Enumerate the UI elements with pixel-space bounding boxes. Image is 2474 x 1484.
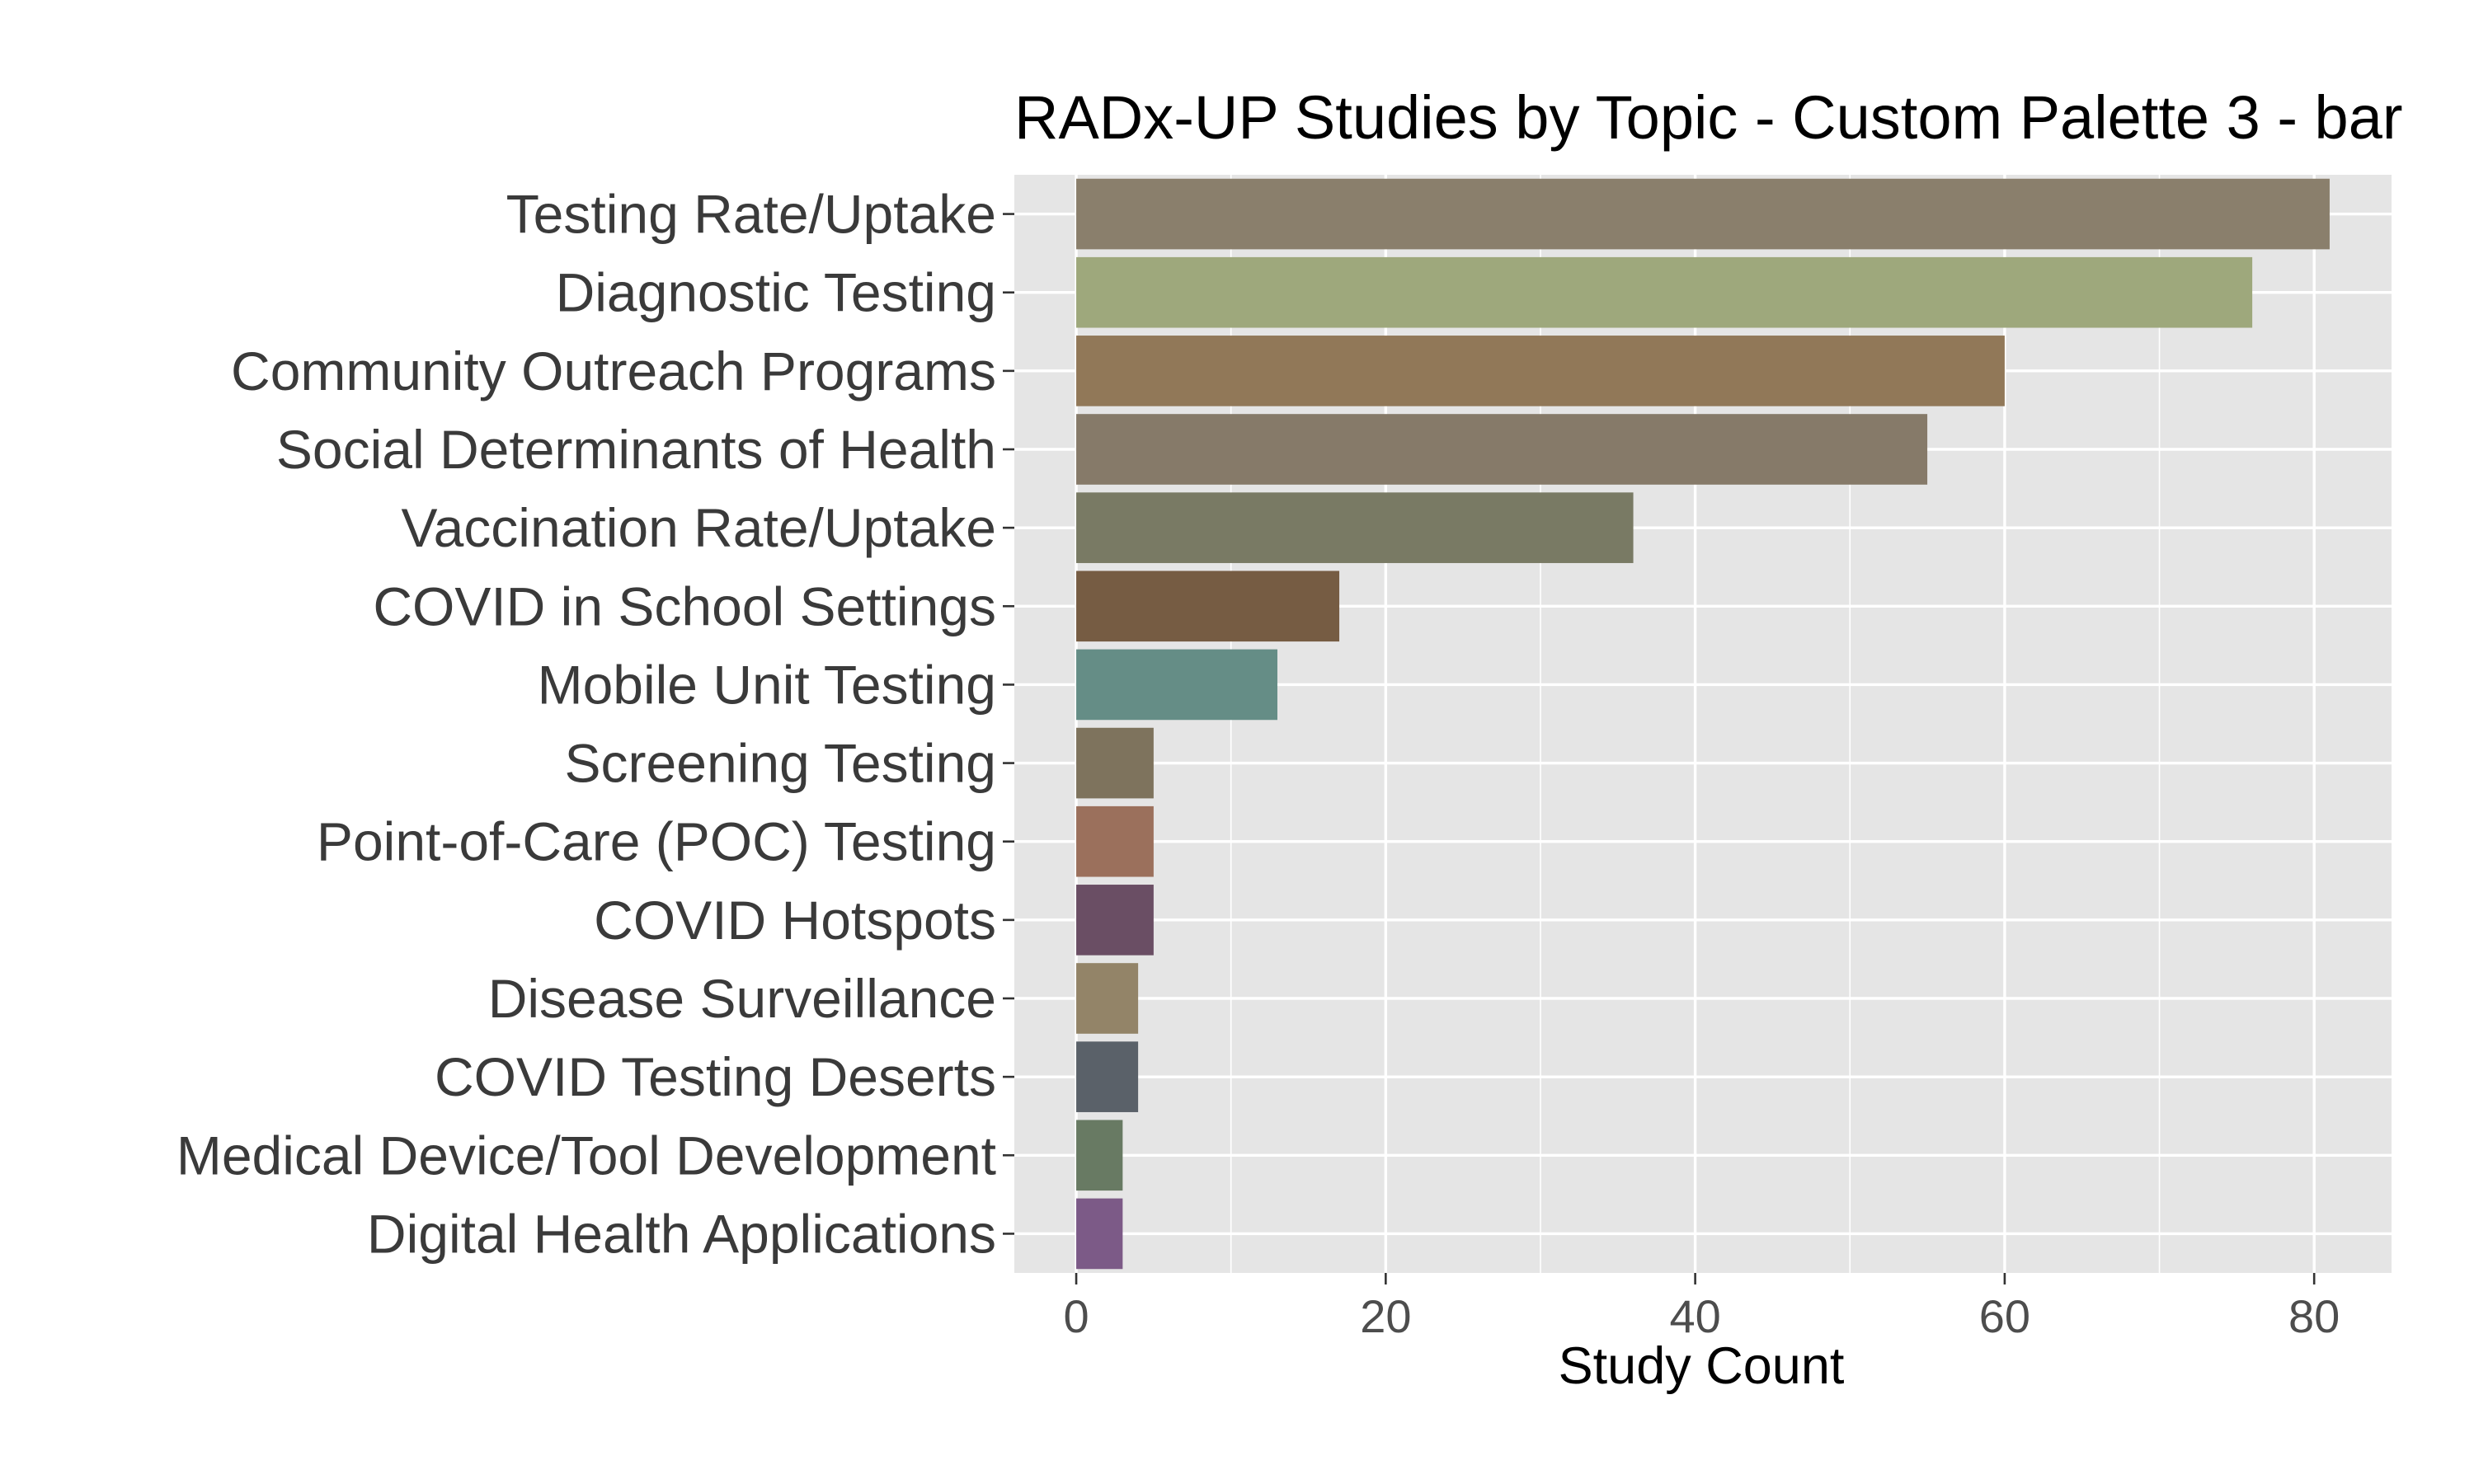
y-tick-label: Mobile Unit Testing — [538, 654, 996, 715]
y-axis: Testing Rate/Uptake Diagnostic Testing Com… — [176, 184, 1014, 1264]
chart-title: RADx-UP Studies by Topic - Custom Palett… — [1014, 83, 2403, 152]
x-tick-label: 20 — [1360, 1290, 1411, 1342]
x-tick-label: 80 — [2288, 1290, 2340, 1342]
bar — [1076, 963, 1139, 1034]
bar — [1076, 1120, 1123, 1191]
bar — [1076, 1198, 1123, 1270]
x-tick-label: 0 — [1063, 1290, 1089, 1342]
bar — [1076, 178, 2330, 250]
y-tick-label: Diagnostic Testing — [556, 262, 996, 323]
bar — [1076, 649, 1277, 721]
y-tick-label: COVID in School Settings — [373, 575, 996, 636]
bar — [1076, 336, 2005, 406]
y-tick-label: Medical Device/Tool Development — [176, 1125, 996, 1186]
y-tick-label: Testing Rate/Uptake — [506, 184, 996, 245]
bar — [1076, 256, 2253, 328]
y-tick-label: COVID Testing Deserts — [435, 1046, 996, 1107]
y-tick-label: Digital Health Applications — [367, 1203, 996, 1264]
y-tick-label: Point-of-Care (POC) Testing — [317, 811, 996, 872]
y-tick-label: COVID Hotspots — [594, 890, 996, 951]
bar — [1076, 805, 1154, 877]
y-tick-label: Social Determinants of Health — [276, 419, 996, 480]
bar — [1076, 885, 1154, 956]
bar — [1076, 571, 1340, 642]
bar — [1076, 1041, 1139, 1112]
y-tick-label: Vaccination Rate/Uptake — [401, 497, 996, 558]
bar — [1076, 414, 1928, 485]
x-axis: 0 20 40 60 80 — [1063, 1273, 2340, 1342]
y-tick-label: Community Outreach Programs — [231, 340, 996, 402]
y-tick-label: Disease Surveillance — [488, 968, 996, 1029]
bar — [1076, 492, 1634, 563]
bars — [1076, 178, 2330, 1270]
x-tick-label: 40 — [1669, 1290, 1720, 1342]
x-tick-label: 60 — [1979, 1290, 2030, 1342]
y-tick-label: Screening Testing — [565, 733, 996, 794]
x-axis-title: Study Count — [1559, 1337, 1845, 1395]
bar — [1076, 727, 1154, 799]
